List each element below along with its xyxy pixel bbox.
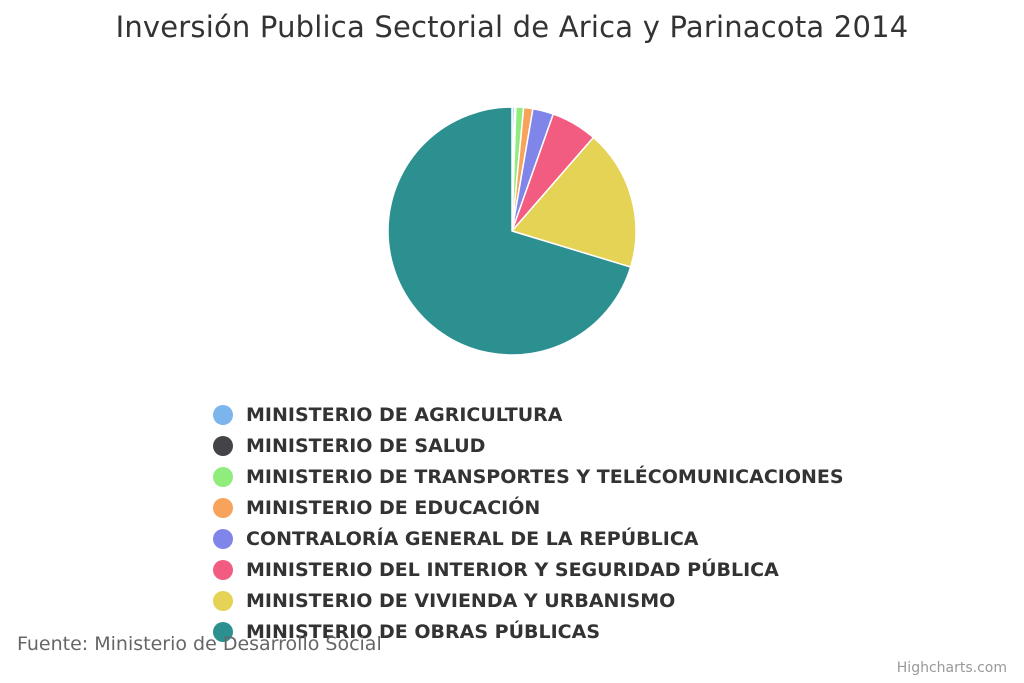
legend-label: MINISTERIO DE TRANSPORTES Y TELÉCOMUNICA…: [246, 466, 844, 488]
legend-marker-icon: [213, 622, 233, 642]
legend-marker-icon: [213, 529, 233, 549]
legend-label: MINISTERIO DE SALUD: [246, 435, 486, 457]
legend-marker-icon: [213, 591, 233, 611]
legend-item-5[interactable]: MINISTERIO DEL INTERIOR Y SEGURIDAD PÚBL…: [212, 557, 844, 588]
legend-label: MINISTERIO DE EDUCACIÓN: [246, 497, 541, 519]
legend-item-3[interactable]: MINISTERIO DE EDUCACIÓN: [212, 495, 844, 526]
source-caption: Fuente: Ministerio de Desarrollo Social: [17, 633, 382, 655]
legend-label: CONTRALORÍA GENERAL DE LA REPÚBLICA: [246, 528, 699, 550]
legend-marker-icon: [213, 467, 233, 487]
legend-item-4[interactable]: CONTRALORÍA GENERAL DE LA REPÚBLICA: [212, 526, 844, 557]
legend-item-1[interactable]: MINISTERIO DE SALUD: [212, 433, 844, 464]
legend-label: MINISTERIO DE VIVIENDA Y URBANISMO: [246, 590, 676, 612]
legend-item-7[interactable]: MINISTERIO DE OBRAS PÚBLICAS: [212, 619, 844, 650]
pie-chart: [387, 106, 637, 356]
legend-marker-icon: [213, 436, 233, 456]
legend-label: MINISTERIO DEL INTERIOR Y SEGURIDAD PÚBL…: [246, 559, 779, 581]
legend-marker-icon: [213, 560, 233, 580]
legend-label: MINISTERIO DE AGRICULTURA: [246, 404, 563, 426]
legend-item-0[interactable]: MINISTERIO DE AGRICULTURA: [212, 402, 844, 433]
chart-title: Inversión Publica Sectorial de Arica y P…: [115, 10, 909, 44]
pie-slice-6[interactable]: [511, 136, 637, 268]
legend-marker-icon: [213, 498, 233, 518]
credits-link[interactable]: Highcharts.com: [896, 660, 1007, 676]
legend-item-2[interactable]: MINISTERIO DE TRANSPORTES Y TELÉCOMUNICA…: [212, 464, 844, 495]
legend-item-6[interactable]: MINISTERIO DE VIVIENDA Y URBANISMO: [212, 588, 844, 619]
legend-marker-icon: [213, 405, 233, 425]
chart-legend: MINISTERIO DE AGRICULTURA MINISTERIO DE S…: [212, 402, 844, 650]
legend-label: MINISTERIO DE OBRAS PÚBLICAS: [246, 621, 601, 643]
pie-slice-7[interactable]: [387, 106, 632, 356]
